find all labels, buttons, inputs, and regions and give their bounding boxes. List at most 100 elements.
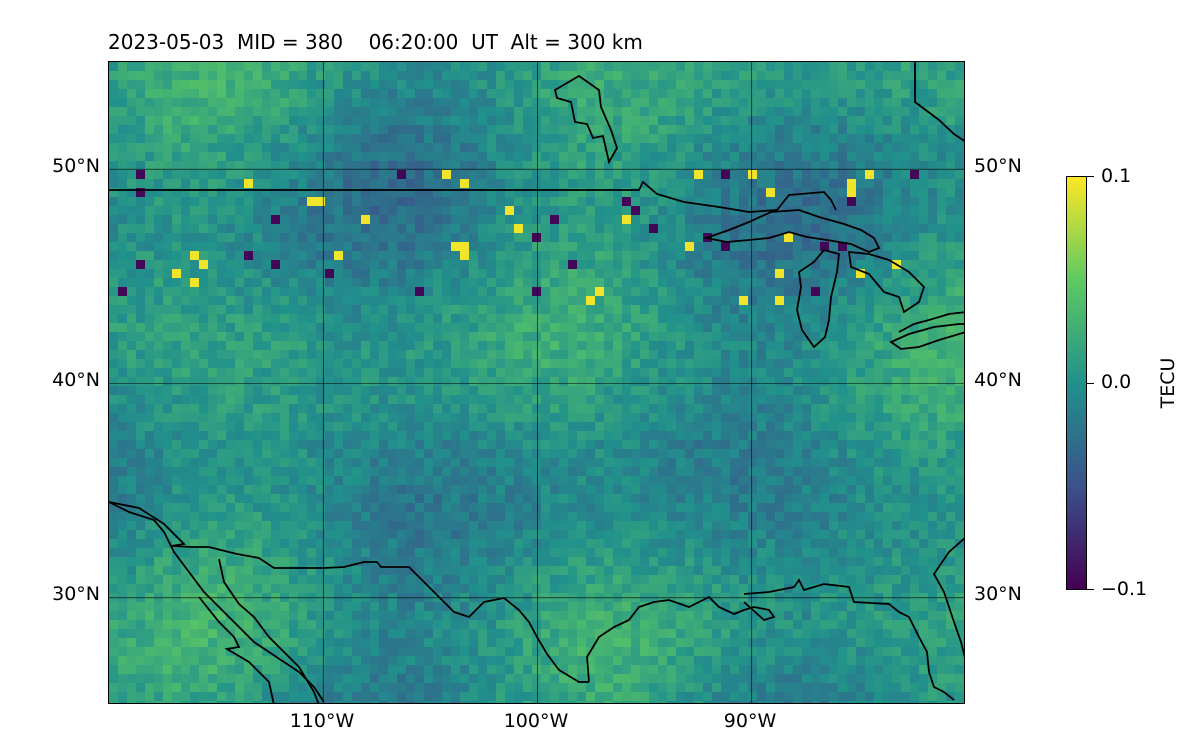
tec-cell: [964, 152, 965, 161]
tec-cell: [208, 89, 217, 98]
tec-cell: [334, 89, 343, 98]
tec-cell: [154, 188, 163, 197]
tec-cell: [181, 206, 190, 215]
tec-cell: [595, 359, 604, 368]
tec-cell: [874, 107, 883, 116]
tec-cell: [523, 323, 532, 332]
tec-cell: [793, 134, 802, 143]
tec-cell: [748, 143, 757, 152]
tec-cell: [379, 440, 388, 449]
tec-cell: [595, 287, 604, 296]
tec-cell: [316, 512, 325, 521]
tec-cell: [370, 341, 379, 350]
tec-cell: [829, 332, 838, 341]
tec-cell: [253, 71, 262, 80]
tec-cell: [586, 395, 595, 404]
tec-cell: [451, 323, 460, 332]
tec-cell: [127, 251, 136, 260]
tec-cell: [352, 512, 361, 521]
tec-cell: [595, 404, 604, 413]
tec-cell: [334, 188, 343, 197]
tec-cell: [235, 413, 244, 422]
tec-cell: [856, 233, 865, 242]
tec-cell: [460, 404, 469, 413]
tec-cell: [217, 224, 226, 233]
tec-cell: [235, 125, 244, 134]
tec-cell: [793, 458, 802, 467]
tec-cell: [415, 404, 424, 413]
tec-cell: [307, 188, 316, 197]
tec-cell: [451, 71, 460, 80]
tec-cell: [208, 467, 217, 476]
tec-cell: [775, 188, 784, 197]
tec-cell: [406, 89, 415, 98]
tec-cell: [739, 377, 748, 386]
tec-cell: [199, 332, 208, 341]
tec-cell: [667, 476, 676, 485]
tec-cell: [298, 233, 307, 242]
tec-cell: [226, 404, 235, 413]
tec-cell: [388, 152, 397, 161]
tec-cell: [865, 125, 874, 134]
tec-cell: [478, 242, 487, 251]
tec-cell: [910, 251, 919, 260]
tec-cell: [757, 458, 766, 467]
tec-cell: [244, 296, 253, 305]
tec-cell: [532, 494, 541, 503]
tec-cell: [406, 296, 415, 305]
tec-cell: [451, 116, 460, 125]
tec-cell: [136, 449, 145, 458]
tec-cell: [109, 521, 118, 530]
tec-cell: [658, 431, 667, 440]
tec-cell: [757, 143, 766, 152]
tec-cell: [595, 71, 604, 80]
tec-cell: [487, 467, 496, 476]
tec-cell: [136, 341, 145, 350]
tec-map[interactable]: [108, 61, 965, 704]
tec-cell: [190, 359, 199, 368]
tec-cell: [127, 287, 136, 296]
tec-cell: [766, 341, 775, 350]
tec-cell: [478, 431, 487, 440]
tec-cell: [550, 143, 559, 152]
tec-cell: [487, 485, 496, 494]
tec-cell: [928, 332, 937, 341]
tec-cell: [730, 485, 739, 494]
tec-cell: [298, 170, 307, 179]
tec-cell: [658, 80, 667, 89]
tec-cell: [163, 386, 172, 395]
tec-cell: [640, 305, 649, 314]
tec-cell: [514, 143, 523, 152]
tec-cell: [631, 287, 640, 296]
tec-cell: [199, 359, 208, 368]
tec-cell: [415, 161, 424, 170]
tec-cell: [577, 305, 586, 314]
tec-cell: [118, 386, 127, 395]
tec-cell: [163, 512, 172, 521]
tec-cell: [721, 260, 730, 269]
tec-cell: [424, 395, 433, 404]
tec-cell: [928, 467, 937, 476]
tec-cell: [289, 206, 298, 215]
tec-cell: [658, 377, 667, 386]
tec-cell: [109, 404, 118, 413]
tec-cell: [460, 296, 469, 305]
tec-cell: [271, 296, 280, 305]
tec-cell: [919, 152, 928, 161]
tec-cell: [595, 332, 604, 341]
tec-cell: [919, 197, 928, 206]
tec-cell: [577, 485, 586, 494]
tec-cell: [703, 179, 712, 188]
tec-cell: [730, 233, 739, 242]
tec-cell: [442, 368, 451, 377]
tec-cell: [901, 161, 910, 170]
tec-cell: [685, 206, 694, 215]
tec-cell: [613, 476, 622, 485]
tec-cell: [217, 377, 226, 386]
tec-cell: [793, 512, 802, 521]
tec-cell: [505, 215, 514, 224]
tec-cell: [604, 395, 613, 404]
tec-cell: [190, 116, 199, 125]
tec-cell: [235, 440, 244, 449]
tec-cell: [604, 161, 613, 170]
